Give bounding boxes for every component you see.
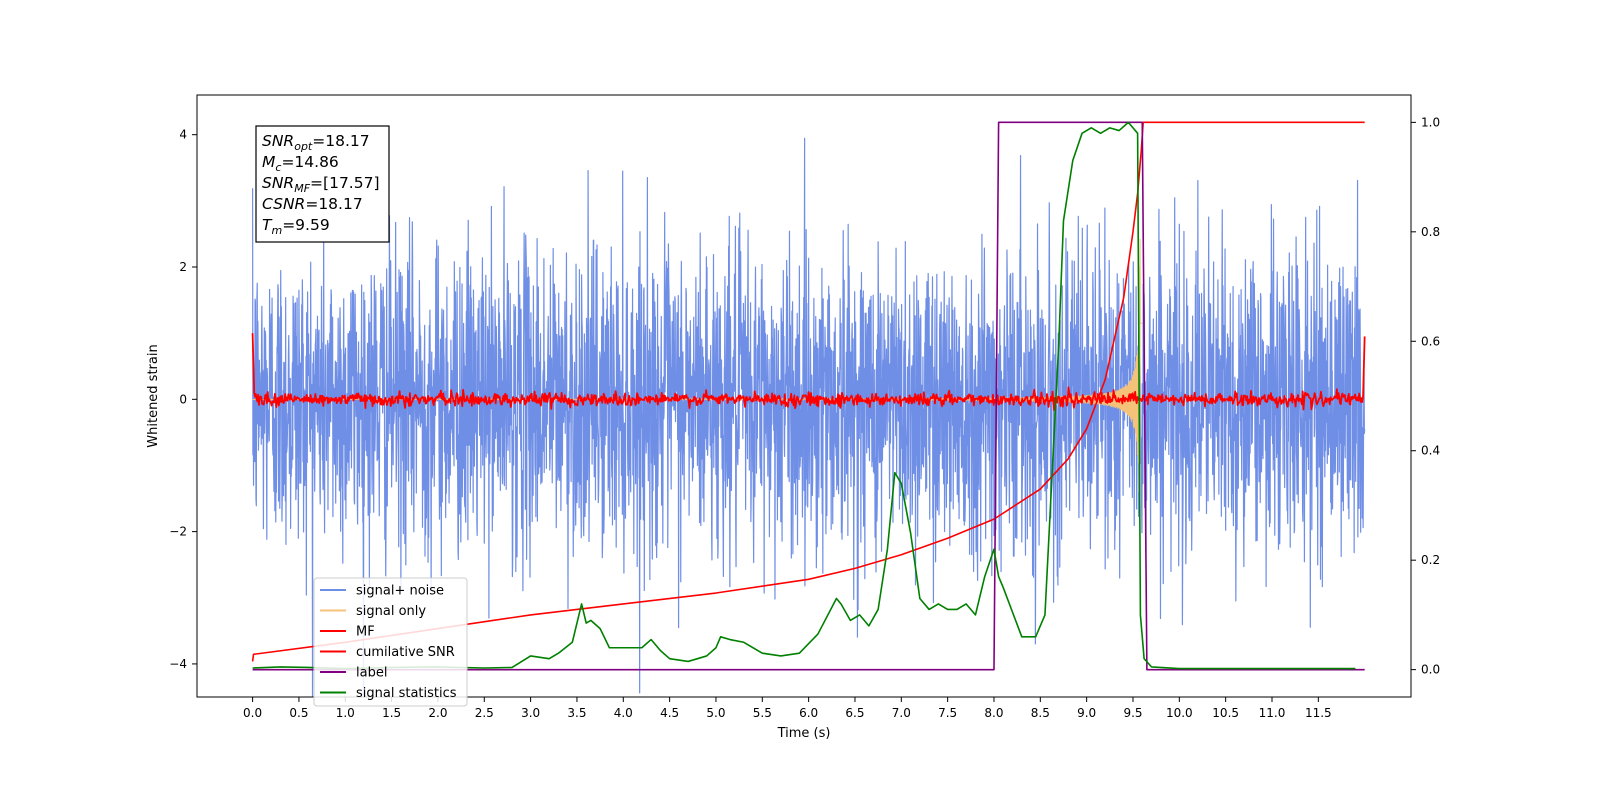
legend-item-mf: MF <box>320 625 375 640</box>
y-right-tick-label: 0.0 <box>1421 663 1440 677</box>
legend-label: label <box>356 666 387 681</box>
series-label-line <box>252 121 1365 671</box>
y-right-tick-label: 0.6 <box>1421 334 1440 348</box>
x-tick-label: 5.5 <box>753 706 772 720</box>
series-signal-noise-line <box>252 137 1366 697</box>
y-axis-label: Whitened strain <box>146 344 161 447</box>
annotation-line: Mc=14.86 <box>262 153 339 174</box>
y-right-tick-label: 0.8 <box>1421 225 1440 239</box>
legend-label: signal only <box>356 604 426 619</box>
legend-label: signal+ noise <box>356 584 444 599</box>
x-tick-label: 6.0 <box>799 706 818 720</box>
annotation-frame <box>255 125 390 243</box>
series-signal-statistics-line <box>252 121 1356 670</box>
y-right-tick-label: 0.4 <box>1421 444 1440 458</box>
x-tick-label: 11.0 <box>1259 706 1286 720</box>
legend-item-signal-only: signal only <box>320 604 426 619</box>
plot-frame <box>196 94 1412 698</box>
y-right-tick-label: 0.2 <box>1421 553 1440 567</box>
x-tick-label: 7.0 <box>892 706 911 720</box>
y-tick-label: 2 <box>179 260 187 274</box>
series-cumilative-snr-line <box>251 121 1365 662</box>
annotation-line: Tm=9.59 <box>262 216 330 237</box>
y-axis-right: 0.0 0.2 0.4 0.6 0.8 1.0 <box>1411 115 1440 677</box>
y-tick-label: 0 <box>179 392 187 406</box>
x-tick-label: 1.0 <box>336 706 355 720</box>
series-mf-line <box>251 333 1366 411</box>
x-tick-label: 4.0 <box>614 706 633 720</box>
y-tick-label: −2 <box>169 525 187 539</box>
x-tick-label: 4.5 <box>660 706 679 720</box>
annotation-box: SNRopt=18.17Mc=14.86SNRMF=[17.57]CSNR=18… <box>255 125 390 243</box>
y-tick-label: −4 <box>169 657 187 671</box>
legend-item-cumilative-snr: cumilative SNR <box>320 645 455 660</box>
x-tick-label: 6.5 <box>845 706 864 720</box>
legend-label: MF <box>356 625 375 640</box>
legend-frame <box>313 577 468 707</box>
x-tick-label: 3.5 <box>567 706 586 720</box>
x-tick-label: 10.0 <box>1166 706 1193 720</box>
legend-item-signal-statistics: signal statistics <box>320 686 457 701</box>
x-tick-label: 0.5 <box>289 706 308 720</box>
annotation-line: CSNR=18.17 <box>262 195 363 213</box>
x-axis-label: Time (s) <box>777 726 831 741</box>
legend-item-signal-noise: signal+ noise <box>320 584 444 599</box>
x-tick-label: 9.5 <box>1123 706 1142 720</box>
x-tick-label: 1.5 <box>382 706 401 720</box>
x-tick-label: 9.0 <box>1077 706 1096 720</box>
x-tick-label: 11.5 <box>1305 706 1332 720</box>
x-tick-label: 7.5 <box>938 706 957 720</box>
x-tick-label: 3.0 <box>521 706 540 720</box>
x-tick-label: 0.0 <box>243 706 262 720</box>
x-tick-label: 8.5 <box>1031 706 1050 720</box>
x-tick-label: 2.0 <box>428 706 447 720</box>
legend-item-label: label <box>320 666 387 681</box>
y-axis-left: −4 −2 0 2 4 <box>169 128 197 671</box>
annotation-line: SNRopt=18.17 <box>262 132 370 153</box>
x-axis: 0.0 0.5 1.0 1.5 2.0 2.5 3.0 3.5 4.0 4.5 5.0 5.5 6.0 6… <box>243 697 1332 720</box>
legend-label: cumilative SNR <box>356 645 455 660</box>
y-tick-label: 4 <box>179 128 187 142</box>
x-tick-label: 5.0 <box>706 706 725 720</box>
y-right-tick-label: 1.0 <box>1421 115 1440 129</box>
x-tick-label: 8.0 <box>984 706 1003 720</box>
x-tick-label: 10.5 <box>1212 706 1239 720</box>
x-tick-label: 2.5 <box>475 706 494 720</box>
legend: signal+ noise signal only MF cumilative SNR… <box>313 577 468 707</box>
annotation-line: SNRMF=[17.57] <box>262 174 380 195</box>
plot-area <box>196 94 1412 698</box>
legend-label: signal statistics <box>356 686 457 701</box>
